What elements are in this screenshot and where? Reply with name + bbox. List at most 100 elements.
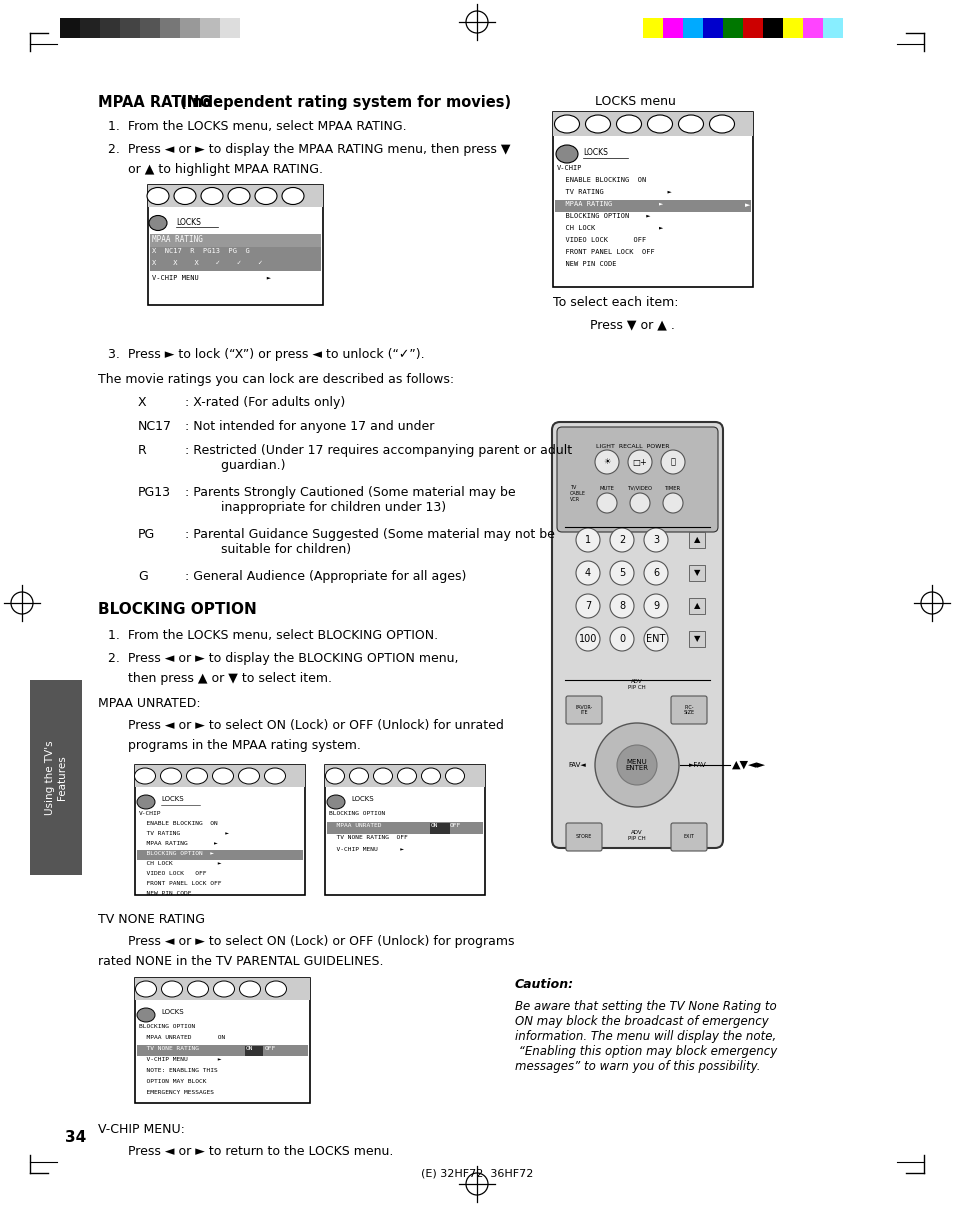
Ellipse shape bbox=[186, 768, 208, 784]
Bar bbox=[80, 18, 100, 39]
Text: ▲: ▲ bbox=[693, 602, 700, 610]
Text: 8: 8 bbox=[618, 601, 624, 611]
Text: then press ▲ or ▼ to select item.: then press ▲ or ▼ to select item. bbox=[128, 672, 332, 685]
Text: MPAA RATING: MPAA RATING bbox=[98, 95, 216, 110]
Text: LIGHT  RECALL  POWER: LIGHT RECALL POWER bbox=[595, 444, 669, 449]
Text: BLOCKING OPTION: BLOCKING OPTION bbox=[139, 1024, 195, 1029]
Bar bbox=[200, 18, 220, 39]
Text: PG13: PG13 bbox=[138, 486, 171, 499]
Text: ►: ► bbox=[744, 201, 750, 207]
Ellipse shape bbox=[161, 980, 182, 997]
Ellipse shape bbox=[137, 1008, 154, 1021]
Text: TV NONE RATING: TV NONE RATING bbox=[139, 1046, 210, 1050]
Text: PIC-
SIZE: PIC- SIZE bbox=[682, 704, 694, 715]
Text: ▲▼◄►: ▲▼◄► bbox=[731, 760, 765, 769]
Ellipse shape bbox=[228, 187, 250, 205]
Ellipse shape bbox=[678, 115, 702, 133]
Bar bbox=[140, 18, 160, 39]
Text: EXIT: EXIT bbox=[682, 835, 694, 839]
Text: (E) 32HF72  36HF72: (E) 32HF72 36HF72 bbox=[420, 1167, 533, 1178]
Text: TV RATING            ►: TV RATING ► bbox=[139, 831, 229, 836]
Ellipse shape bbox=[188, 980, 209, 997]
Text: programs in the MPAA rating system.: programs in the MPAA rating system. bbox=[128, 739, 360, 753]
Ellipse shape bbox=[325, 768, 344, 784]
Circle shape bbox=[576, 528, 599, 552]
Bar bbox=[688, 598, 704, 614]
Bar bbox=[160, 18, 180, 39]
Text: 2: 2 bbox=[618, 535, 624, 545]
Text: LOCKS: LOCKS bbox=[351, 796, 374, 802]
Ellipse shape bbox=[421, 768, 440, 784]
Bar bbox=[240, 18, 260, 39]
Bar bbox=[325, 765, 484, 788]
Bar bbox=[702, 18, 722, 39]
Bar bbox=[553, 112, 752, 136]
Text: ☀: ☀ bbox=[602, 457, 610, 467]
Text: 0: 0 bbox=[618, 634, 624, 644]
Text: R: R bbox=[138, 444, 147, 457]
Circle shape bbox=[576, 561, 599, 585]
Text: OPTION MAY BLOCK: OPTION MAY BLOCK bbox=[139, 1079, 206, 1084]
Text: 7: 7 bbox=[584, 601, 591, 611]
Text: VIDEO LOCK   OFF: VIDEO LOCK OFF bbox=[139, 871, 206, 876]
Bar bbox=[148, 185, 323, 305]
Text: FRONT PANEL LOCK OFF: FRONT PANEL LOCK OFF bbox=[139, 882, 221, 886]
Bar bbox=[742, 18, 762, 39]
Text: 34: 34 bbox=[65, 1130, 86, 1144]
Text: : General Audience (Appropriate for all ages): : General Audience (Appropriate for all … bbox=[185, 570, 466, 582]
Text: LOCKS: LOCKS bbox=[161, 1009, 183, 1015]
Text: ENABLE BLOCKING  ON: ENABLE BLOCKING ON bbox=[139, 821, 217, 826]
Text: NOTE: ENABLING THIS: NOTE: ENABLING THIS bbox=[139, 1069, 217, 1073]
Text: OFF: OFF bbox=[265, 1046, 276, 1050]
Text: : X-rated (For adults only): : X-rated (For adults only) bbox=[185, 396, 345, 409]
Text: TV/VIDEO: TV/VIDEO bbox=[627, 486, 652, 491]
Text: 2.  Press ◄ or ► to display the BLOCKING OPTION menu,: 2. Press ◄ or ► to display the BLOCKING … bbox=[108, 652, 458, 665]
Text: MUTE: MUTE bbox=[598, 486, 614, 491]
Ellipse shape bbox=[135, 980, 156, 997]
Ellipse shape bbox=[213, 768, 233, 784]
Text: : Restricted (Under 17 requires accompanying parent or adult
         guardian.): : Restricted (Under 17 requires accompan… bbox=[185, 444, 572, 472]
Ellipse shape bbox=[349, 768, 368, 784]
FancyBboxPatch shape bbox=[557, 427, 718, 532]
Ellipse shape bbox=[160, 768, 181, 784]
Text: Press ◄ or ► to return to the LOCKS menu.: Press ◄ or ► to return to the LOCKS menu… bbox=[128, 1144, 393, 1158]
Text: MPAA RATING: MPAA RATING bbox=[152, 235, 203, 244]
Text: ▲: ▲ bbox=[693, 535, 700, 544]
Ellipse shape bbox=[709, 115, 734, 133]
FancyBboxPatch shape bbox=[670, 822, 706, 851]
Ellipse shape bbox=[282, 187, 304, 205]
Text: NEW PIN CODE: NEW PIN CODE bbox=[139, 891, 192, 896]
Text: V-CHIP: V-CHIP bbox=[139, 810, 161, 816]
Text: Be aware that setting the TV None Rating to
ON may block the broadcast of emerge: Be aware that setting the TV None Rating… bbox=[515, 1000, 777, 1073]
Text: 3.  Press ► to lock (“X”) or press ◄ to unlock (“✓”).: 3. Press ► to lock (“X”) or press ◄ to u… bbox=[108, 349, 424, 361]
Bar bbox=[782, 18, 802, 39]
Ellipse shape bbox=[264, 768, 285, 784]
Ellipse shape bbox=[374, 768, 392, 784]
Text: ENT: ENT bbox=[645, 634, 665, 644]
Text: Press ◄ or ► to select ON (Lock) or OFF (Unlock) for unrated: Press ◄ or ► to select ON (Lock) or OFF … bbox=[128, 719, 503, 732]
Ellipse shape bbox=[445, 768, 464, 784]
Circle shape bbox=[662, 493, 682, 513]
Ellipse shape bbox=[556, 145, 578, 163]
Ellipse shape bbox=[134, 768, 155, 784]
Text: 4: 4 bbox=[584, 568, 591, 578]
Text: ADV
PIP CH: ADV PIP CH bbox=[627, 830, 645, 841]
Text: BLOCKING OPTION  ►: BLOCKING OPTION ► bbox=[139, 851, 213, 856]
Text: □+: □+ bbox=[632, 457, 647, 467]
Bar bbox=[135, 978, 310, 1103]
Text: VIDEO LOCK      OFF: VIDEO LOCK OFF bbox=[557, 238, 645, 242]
Bar bbox=[688, 631, 704, 646]
Text: 5: 5 bbox=[618, 568, 624, 578]
Bar bbox=[180, 18, 200, 39]
Text: Caution:: Caution: bbox=[515, 978, 574, 991]
Bar bbox=[120, 18, 140, 39]
Ellipse shape bbox=[265, 980, 286, 997]
Text: LOCKS: LOCKS bbox=[582, 148, 607, 157]
Text: PG: PG bbox=[138, 528, 155, 541]
Text: V-CHIP MENU      ►: V-CHIP MENU ► bbox=[329, 847, 403, 851]
Text: MPAA UNRATED: MPAA UNRATED bbox=[329, 822, 393, 829]
Text: (Independent rating system for movies): (Independent rating system for movies) bbox=[179, 95, 510, 110]
Text: 3: 3 bbox=[652, 535, 659, 545]
Text: The movie ratings you can lock are described as follows:: The movie ratings you can lock are descr… bbox=[98, 373, 454, 386]
Text: ENABLE BLOCKING  ON: ENABLE BLOCKING ON bbox=[557, 177, 645, 183]
